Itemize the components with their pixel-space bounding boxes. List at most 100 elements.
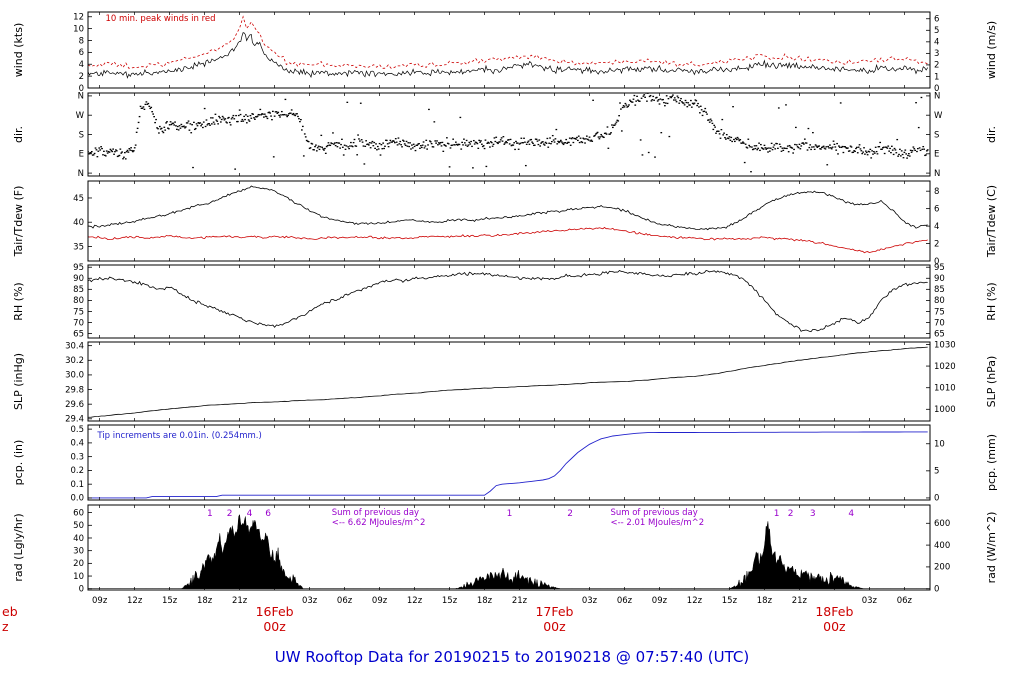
y-tick-label: 0.0 bbox=[70, 494, 84, 504]
y-tick-label: N bbox=[934, 92, 940, 102]
date-label: 00z bbox=[543, 619, 566, 634]
y-tick-label: 80 bbox=[73, 296, 84, 306]
annotation-rad: 2 bbox=[227, 509, 233, 519]
panel-border-pcp bbox=[87, 424, 931, 501]
y-tick-label: 2 bbox=[934, 61, 939, 71]
y-tick-label: 0.5 bbox=[70, 425, 84, 435]
series-solar-radiation bbox=[88, 513, 928, 589]
panel-temp: 35 40 45 0 2 4 6 8 Tair/Tdew (F) Tair/Tdew (C) bbox=[12, 180, 998, 267]
y-tick-label: 6 bbox=[79, 48, 84, 58]
y-tick-label: 600 bbox=[934, 519, 950, 529]
y-tick-label: 1020 bbox=[934, 362, 956, 372]
y-tick-label: 0 bbox=[934, 84, 939, 94]
y-tick-label: 29.8 bbox=[65, 385, 84, 395]
series-relative-humidity bbox=[88, 270, 928, 333]
annotation-rad: 1 bbox=[774, 509, 780, 519]
annotation-rad: 2 bbox=[567, 509, 573, 519]
y-tick-label: 400 bbox=[934, 541, 950, 551]
annotation-rad: 1 bbox=[507, 509, 513, 519]
y-tick-label: 6 bbox=[934, 15, 939, 25]
y-tick-label: 4 bbox=[934, 222, 939, 232]
annotation-pcp: Tip increments are 0.01in. (0.254mm.) bbox=[96, 431, 261, 441]
y-tick-label: 85 bbox=[73, 285, 84, 295]
y-tick-label: 50 bbox=[73, 521, 84, 531]
y-tick-label: 95 bbox=[73, 263, 84, 273]
y-tick-label: 75 bbox=[934, 307, 945, 317]
date-label: 16Feb bbox=[256, 604, 294, 619]
annotation-rad: 2 bbox=[788, 509, 794, 519]
y-tick-label: 4 bbox=[79, 60, 84, 70]
x-tick-label: 15z bbox=[162, 596, 178, 606]
series-tdew bbox=[88, 226, 928, 254]
panel-wind: 10 min. peak winds in red024681012012345… bbox=[12, 11, 998, 94]
y-tick-label: 5 bbox=[934, 26, 939, 36]
panel-border-rh bbox=[87, 264, 931, 339]
right-axis-label-wind: wind (m/s) bbox=[985, 21, 998, 79]
x-tick-label: 12z bbox=[687, 596, 703, 606]
y-tick-label: 40 bbox=[73, 534, 84, 544]
y-tick-label: 30.0 bbox=[65, 371, 84, 381]
y-tick-label: 0.4 bbox=[70, 439, 84, 449]
chart-title: UW Rooftop Data for 20190215 to 20190218… bbox=[274, 648, 750, 666]
left-axis-label-rad: rad (Lgly/hr) bbox=[12, 513, 25, 581]
y-tick-label: E bbox=[79, 150, 84, 160]
annotation-rad: 4 bbox=[848, 509, 854, 519]
annotation-rad: 6 bbox=[265, 509, 271, 519]
left-axis-label-pcp: pcp. (in) bbox=[12, 440, 25, 486]
y-tick-label: 2 bbox=[79, 72, 84, 82]
series-group-rh bbox=[88, 270, 928, 333]
panel-slp: 29.4 29.6 29.8 30.0 30.2 30.4 1000 1010 1020 1030… bbox=[12, 340, 998, 424]
y-tick-label: 65 bbox=[934, 329, 945, 339]
x-tick-label: 21z bbox=[792, 596, 808, 606]
y-tick-label: 4 bbox=[934, 38, 939, 48]
panel-border-slp bbox=[87, 341, 931, 422]
annotation-wind: 10 min. peak winds in red bbox=[105, 14, 215, 24]
x-tick-label: 03z bbox=[582, 596, 598, 606]
y-tick-label: 80 bbox=[934, 296, 945, 306]
x-tick-label: 18z bbox=[477, 596, 493, 606]
y-tick-label: 45 bbox=[73, 194, 84, 204]
right-axis-label-temp: Tair/Tdew (C) bbox=[985, 185, 998, 258]
clipped-date-label: eb bbox=[2, 604, 18, 619]
series-tair bbox=[88, 185, 928, 231]
y-tick-label: 70 bbox=[934, 318, 945, 328]
y-tick-label: N bbox=[934, 169, 940, 179]
left-axis-label-slp: SLP (inHg) bbox=[12, 353, 25, 410]
right-axis-label-rad: rad (W/m^2) bbox=[985, 512, 998, 584]
y-tick-label: 0 bbox=[79, 585, 84, 595]
y-tick-label: 0 bbox=[934, 257, 939, 267]
y-tick-label: 8 bbox=[934, 187, 939, 197]
series-group-slp bbox=[88, 346, 928, 418]
x-tick-label: 09z bbox=[652, 596, 668, 606]
y-tick-label: 65 bbox=[73, 329, 84, 339]
y-tick-label: 10 bbox=[73, 572, 84, 582]
series-sea-level-pressure bbox=[88, 346, 928, 418]
y-tick-label: 200 bbox=[934, 563, 950, 573]
annotation-rad: Sum of previous day bbox=[332, 508, 419, 518]
x-tick-label: 12z bbox=[127, 596, 143, 606]
y-tick-label: 30.2 bbox=[65, 356, 84, 366]
y-tick-label: W bbox=[934, 111, 943, 121]
y-tick-label: S bbox=[79, 130, 84, 140]
y-tick-label: S bbox=[934, 130, 939, 140]
x-tick-label: 12z bbox=[407, 596, 423, 606]
y-tick-label: 20 bbox=[73, 559, 84, 569]
y-tick-label: 75 bbox=[73, 307, 84, 317]
y-tick-label: 70 bbox=[73, 318, 84, 328]
y-tick-label: 1 bbox=[934, 72, 939, 82]
annotation-rad: 3 bbox=[810, 509, 816, 519]
x-tick-label: 06z bbox=[897, 596, 913, 606]
y-tick-label: 40 bbox=[73, 218, 84, 228]
meteorogram-page: 10 min. peak winds in red 0 2 4 6 8 10 12 0 1 2 3 4 5… bbox=[2, 11, 998, 666]
series-group-rad bbox=[88, 513, 928, 589]
x-tick-label: 21z bbox=[232, 596, 248, 606]
y-tick-label: 1010 bbox=[934, 384, 956, 394]
x-tick-label: 18z bbox=[757, 596, 773, 606]
y-tick-label: 90 bbox=[73, 274, 84, 284]
panel-border-dir bbox=[87, 92, 931, 177]
annotation-rad: 1 bbox=[207, 509, 213, 519]
x-tick-label: 18z bbox=[197, 596, 213, 606]
left-axis-label-wind: wind (kts) bbox=[12, 23, 25, 78]
y-tick-label: 12 bbox=[73, 13, 84, 23]
right-axis-label-pcp: pcp. (mm) bbox=[985, 434, 998, 491]
